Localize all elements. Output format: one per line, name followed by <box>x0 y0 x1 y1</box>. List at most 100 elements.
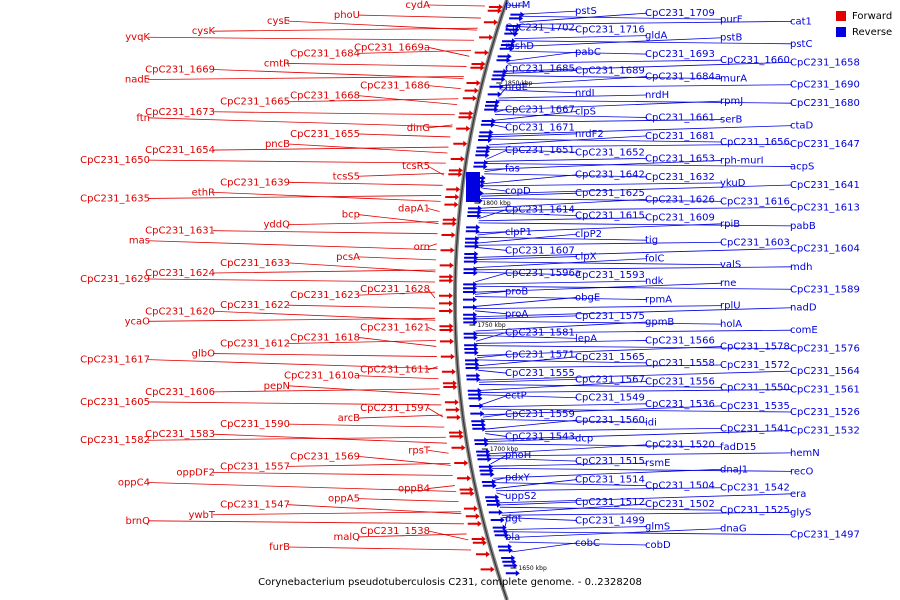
reverse-feature-arrow <box>473 163 488 170</box>
forward-gene-label: CpC231_1669 <box>145 64 215 75</box>
genome-backbone <box>453 0 509 600</box>
reverse-gene-label: CpC231_1642 <box>575 170 645 181</box>
reverse-gene-label: CpC231_1515 <box>575 456 645 467</box>
reverse-connector-line <box>519 12 648 23</box>
reverse-gene-label: CpC231_1542 <box>720 483 790 494</box>
forward-feature-arrow <box>446 414 461 421</box>
forward-gene-label: CpC231_1639 <box>220 177 290 188</box>
reverse-connector-line <box>506 536 509 540</box>
reverse-feature-arrow <box>478 463 493 470</box>
reverse-connector-line <box>485 433 508 437</box>
forward-connector-line <box>147 195 442 199</box>
forward-connector-line <box>427 124 453 129</box>
forward-feature-arrow <box>471 61 486 67</box>
reverse-feature-arrow <box>505 26 520 33</box>
reverse-feature-arrow <box>489 83 504 90</box>
reverse-feature-arrow <box>467 213 482 219</box>
reverse-connector-line <box>490 462 648 467</box>
reverse-gene-label: CpC231_1661 <box>645 112 715 123</box>
forward-connector-line <box>357 337 437 347</box>
reverse-feature-arrow <box>493 68 508 75</box>
reverse-gene-label: proB <box>505 286 528 297</box>
reverse-connector-line <box>477 236 648 241</box>
reverse-gene-label: gpmB <box>645 317 674 328</box>
forward-feature-arrow <box>464 87 479 94</box>
reverse-feature-arrow <box>466 376 481 383</box>
forward-connector-line <box>287 143 448 154</box>
reverse-connector-line <box>501 511 793 516</box>
forward-gene-label: CpC231_1617 <box>80 355 150 366</box>
forward-connector-line <box>287 423 445 428</box>
forward-feature-arrow <box>488 4 503 10</box>
forward-gene-label: CpC231_1605 <box>80 397 150 408</box>
reverse-connector-line <box>474 290 508 295</box>
reverse-feature-arrow <box>478 133 493 140</box>
reverse-gene-label: CpC231_1680 <box>790 98 860 109</box>
reverse-feature-arrow <box>494 532 509 539</box>
forward-feature-arrow <box>462 95 477 102</box>
reverse-feature-arrow <box>475 148 490 155</box>
reverse-gene-label: CpC231_1684a <box>645 72 721 83</box>
reverse-connector-line <box>475 334 578 339</box>
reverse-feature-arrow <box>491 76 506 83</box>
forward-feature-arrow <box>454 460 469 466</box>
reverse-feature-arrow <box>509 15 524 22</box>
forward-feature-arrow <box>480 566 495 573</box>
scale-tick-label: 1650 kbp <box>518 565 546 572</box>
reverse-feature-arrow <box>479 129 494 136</box>
reverse-feature-arrow <box>465 365 480 371</box>
reverse-feature-arrow <box>490 517 505 523</box>
reverse-connector-line <box>483 418 648 423</box>
forward-connector-line <box>427 366 438 371</box>
reverse-gene-label: CpC231_1543 <box>505 432 575 443</box>
reverse-feature-arrow <box>500 42 515 48</box>
reverse-connector-line <box>518 26 578 30</box>
forward-connector-line <box>357 414 443 419</box>
reverse-gene-label: CpC231_1685 <box>505 63 575 74</box>
forward-connector-line <box>287 340 436 344</box>
reverse-gene-label: cat1 <box>790 16 812 27</box>
reverse-gene-label: dnaJ1 <box>720 464 748 475</box>
reverse-gene-label: clpS <box>575 106 596 117</box>
forward-gene-label: pepN <box>264 381 290 392</box>
forward-gene-label: CpC231_1611 <box>360 365 430 376</box>
reverse-gene-label: folC <box>645 254 664 265</box>
reverse-connector-line <box>514 35 648 40</box>
forward-feature-arrow <box>449 429 463 436</box>
forward-gene-label: CpC231_1629 <box>80 274 150 285</box>
reverse-feature-arrow <box>502 38 516 45</box>
forward-gene-label: mas <box>129 236 150 247</box>
reverse-feature-arrow <box>486 498 501 504</box>
reverse-connector-line <box>511 542 578 553</box>
reverse-connector-line <box>477 223 723 234</box>
reverse-connector-line <box>496 492 508 497</box>
reverse-gene-label: CpC231_1671 <box>505 123 575 134</box>
forward-gene-label: oppA5 <box>328 494 360 505</box>
reverse-connector-line <box>476 354 508 359</box>
reverse-gene-label: CpC231_1609 <box>645 213 715 224</box>
forward-connector-line <box>357 291 436 296</box>
forward-gene-label: brnQ <box>126 516 151 527</box>
forward-feature-arrow <box>439 323 454 330</box>
reverse-feature-arrow <box>499 45 514 52</box>
reverse-gene-label: CpC231_1575 <box>575 311 645 322</box>
reverse-connector-line <box>480 394 578 399</box>
reverse-gene-label: CpC231_1667 <box>505 104 575 115</box>
reverse-feature-arrow <box>463 319 478 326</box>
reverse-gene-label: CpC231_1526 <box>790 407 860 418</box>
forward-connector-line <box>427 4 485 7</box>
reverse-connector-line <box>488 135 648 146</box>
forward-connector-line <box>147 159 446 164</box>
reverse-connector-line <box>481 408 793 413</box>
forward-feature-arrow <box>457 475 472 482</box>
reverse-gene-label: idi <box>645 417 657 428</box>
reverse-feature-arrow <box>463 334 478 341</box>
reverse-connector-line <box>501 76 648 86</box>
reverse-connector-line <box>498 493 793 504</box>
forward-connector-line <box>147 278 436 283</box>
reverse-feature-arrow <box>487 91 502 98</box>
legend-forward: Forward <box>836 8 892 24</box>
reverse-gene-label: clpP1 <box>505 227 532 238</box>
reverse-feature-arrow <box>505 570 520 577</box>
reverse-feature-arrow <box>492 524 507 531</box>
